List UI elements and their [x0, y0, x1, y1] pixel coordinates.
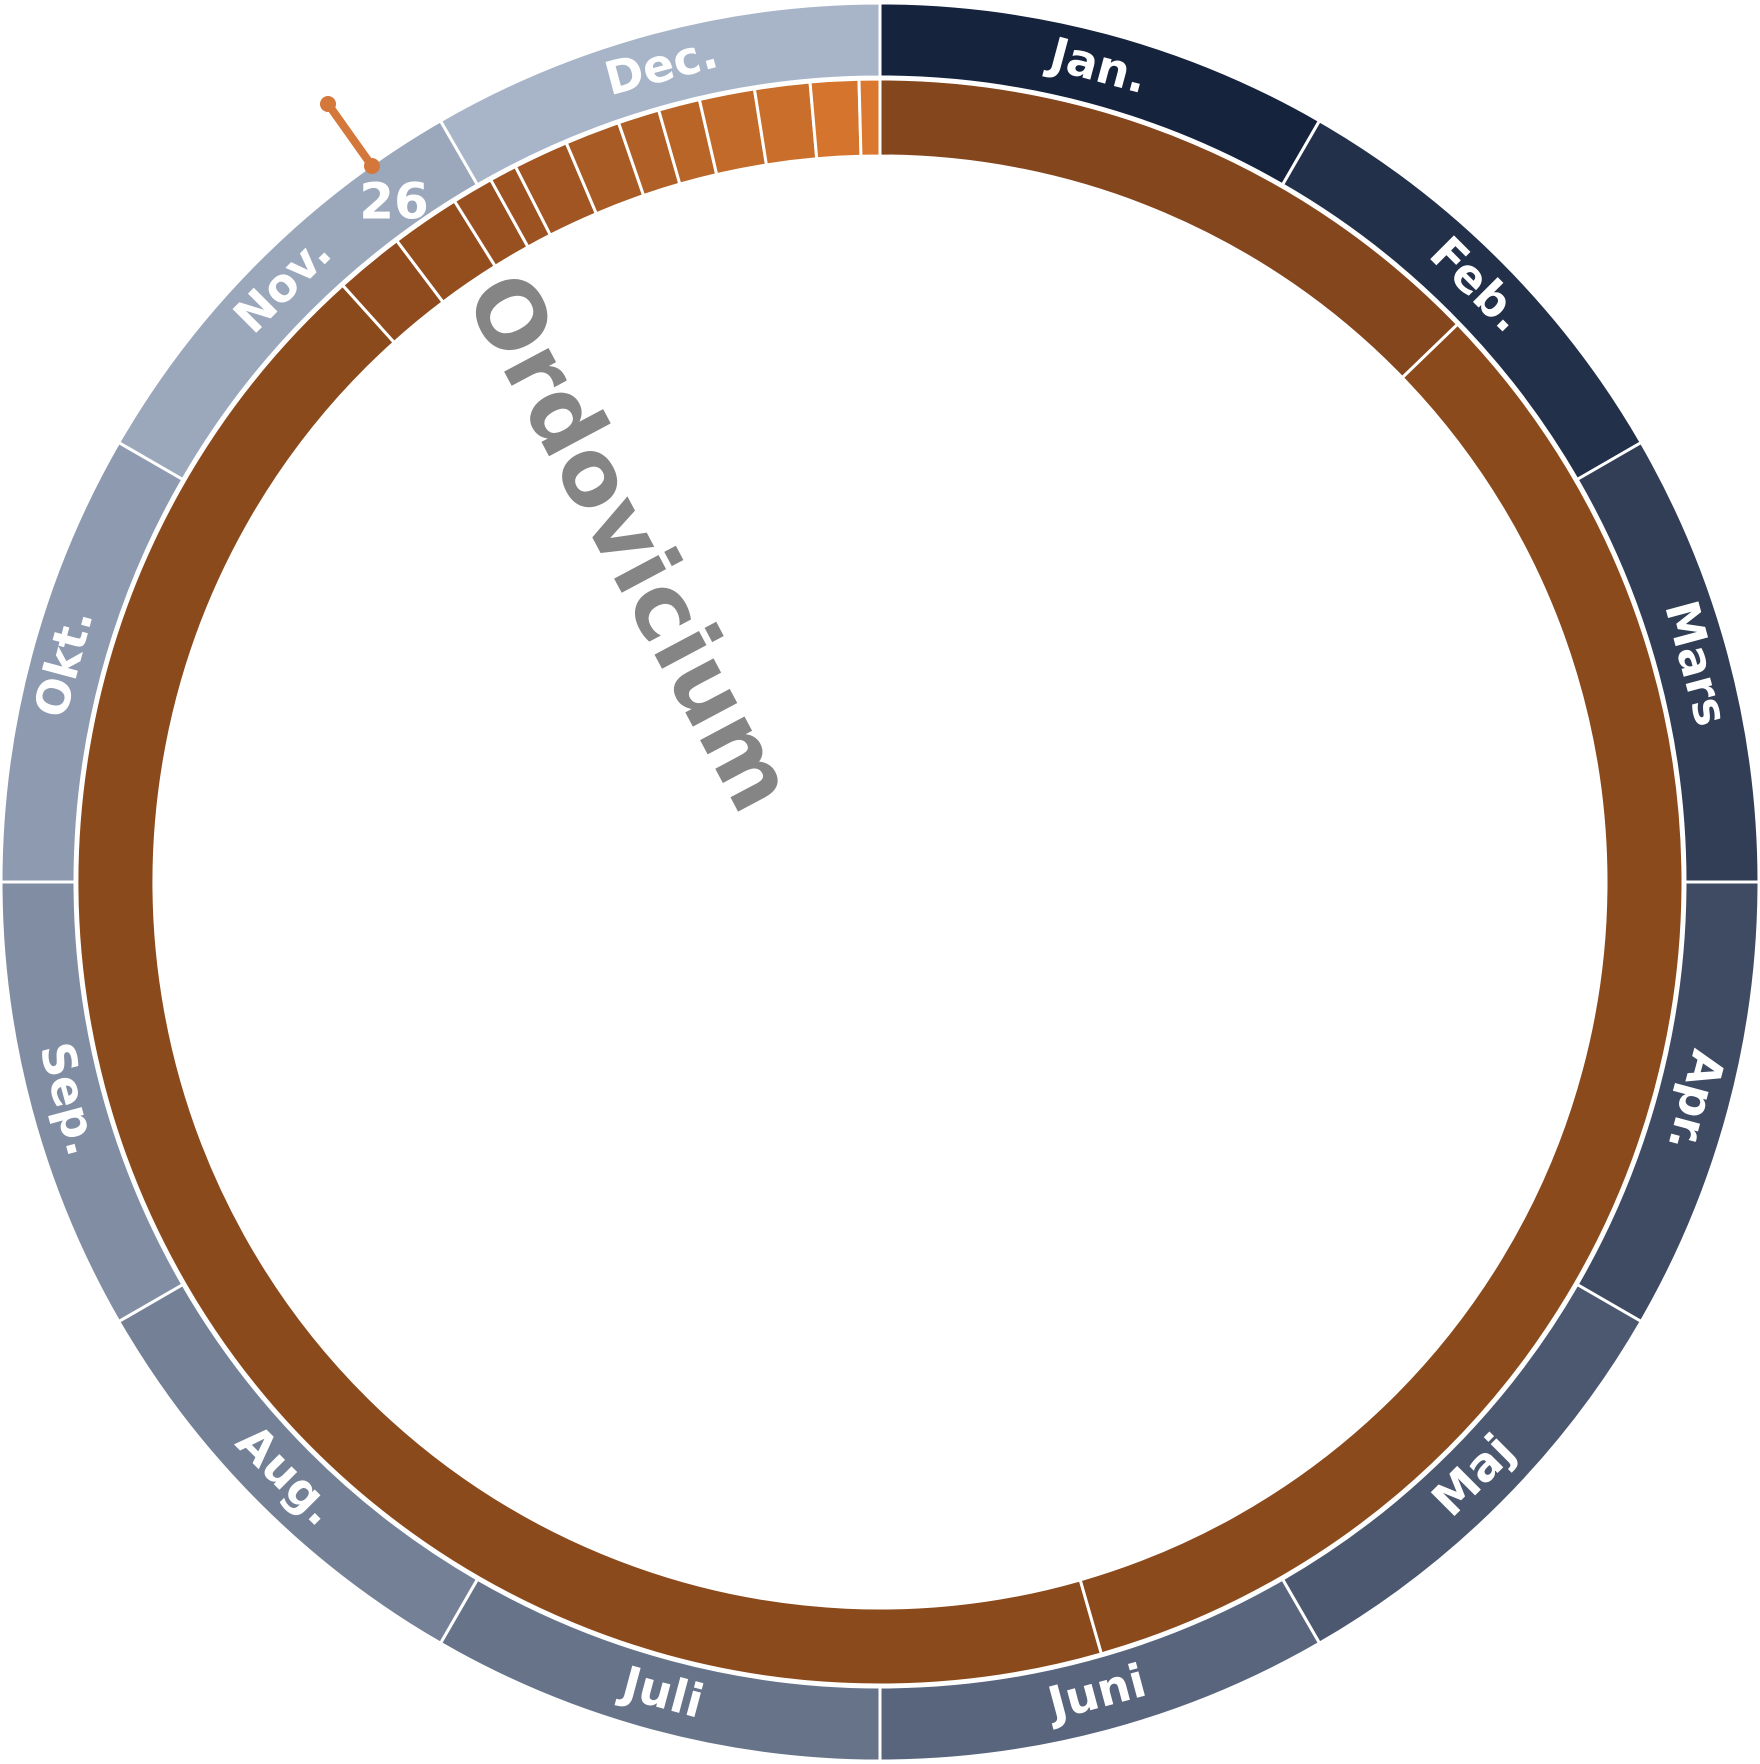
- marker: [324, 100, 376, 170]
- period-segment: [857, 77, 882, 158]
- day-label: 26: [359, 173, 429, 231]
- period-segment: [808, 77, 863, 161]
- period-label: Ordovicium: [444, 256, 816, 829]
- month-segment: [438, 1, 882, 187]
- marker-dot: [320, 96, 336, 112]
- period-ring: [75, 77, 1685, 1687]
- period-segment: [1078, 322, 1685, 1656]
- period-segment: [752, 80, 819, 167]
- period-segment: [75, 283, 1104, 1687]
- marker-dot: [364, 158, 380, 174]
